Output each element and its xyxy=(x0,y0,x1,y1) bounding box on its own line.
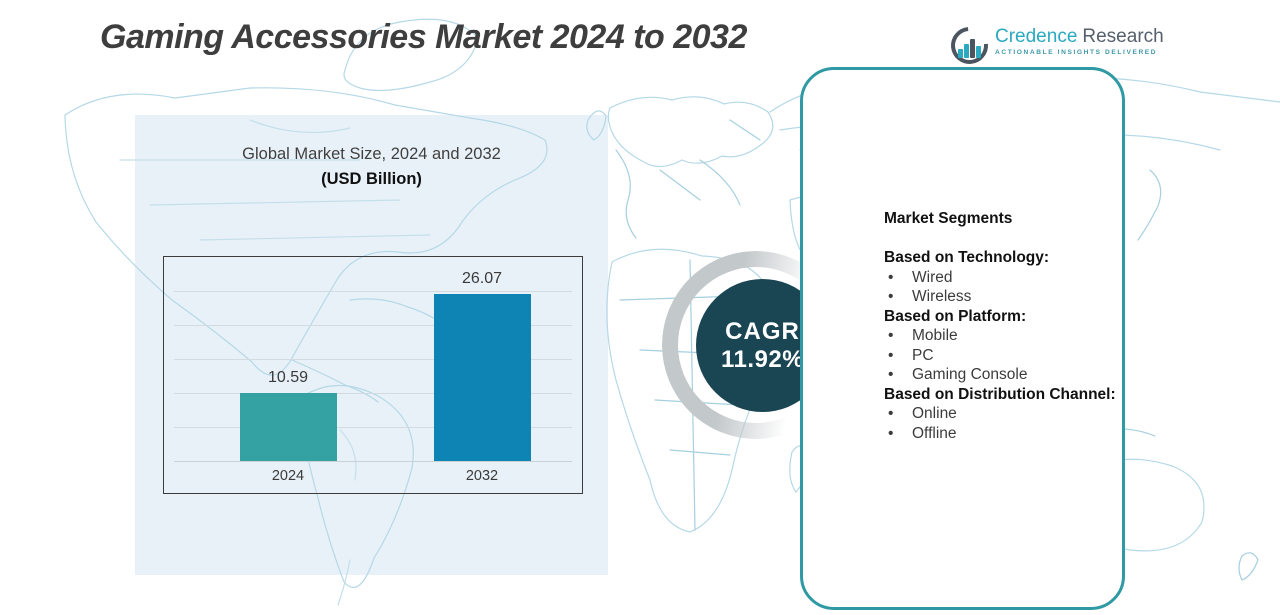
cagr-label: CAGR xyxy=(725,317,800,345)
bullet-icon: • xyxy=(888,327,894,344)
bar-value-label: 26.07 xyxy=(461,270,503,287)
market-segments-panel xyxy=(800,67,1125,610)
chart-subtitle: (USD Billion) xyxy=(321,170,422,188)
bullet-icon: • xyxy=(888,424,894,442)
segment-item-label: PC xyxy=(912,346,934,364)
credence-research-logo: Credence Research ACTIONABLE INSIGHTS DE… xyxy=(943,19,1164,72)
market-segments-content: Market Segments Based on Technology: • Wir… xyxy=(884,209,1124,443)
segment-item: • Gaming Console xyxy=(884,365,1124,385)
bar-2032 xyxy=(433,294,531,461)
page-title: Gaming Accessories Market 2024 to 2032 xyxy=(100,18,747,56)
segment-item: • Wireless xyxy=(884,287,1124,307)
logo-tagline: ACTIONABLE INSIGHTS DELIVERED xyxy=(995,49,1158,56)
bar-chart: 10.59 2024 26.07 2032 xyxy=(163,256,583,494)
chart-title: Global Market Size, 2024 and 2032 xyxy=(242,145,501,163)
segment-item-label: Wireless xyxy=(912,288,972,305)
x-axis-line xyxy=(174,461,572,462)
gridline xyxy=(174,325,572,326)
bullet-icon: • xyxy=(888,405,894,422)
segment-item: • Wired xyxy=(884,268,1124,288)
segment-item-label: Gaming Console xyxy=(912,366,1028,383)
bullet-icon: • xyxy=(888,366,894,383)
gridline xyxy=(174,359,572,360)
logo-brand-primary: Credence xyxy=(995,26,1078,47)
segment-item-label: Mobile xyxy=(912,327,958,344)
segment-group-label: Based on Platform: xyxy=(884,307,1027,325)
segment-item-label: Wired xyxy=(912,268,953,286)
gridline xyxy=(174,393,572,394)
bar-chart-ring-icon xyxy=(943,19,996,72)
segment-group-label: Based on Distribution Channel: xyxy=(884,385,1116,403)
logo-brand-secondary: Research xyxy=(1082,26,1164,47)
segment-item: • Online xyxy=(884,404,1124,424)
segment-group-label: Based on Technology: xyxy=(884,249,1050,266)
bullet-icon: • xyxy=(888,288,894,305)
bar-value-label: 10.59 xyxy=(267,369,309,386)
gridline xyxy=(174,427,572,428)
bullet-icon: • xyxy=(888,346,894,364)
bullet-icon: • xyxy=(888,268,894,286)
bar-category-label: 2024 xyxy=(271,468,305,484)
segment-item: • Offline xyxy=(884,424,1124,444)
segment-item-label: Offline xyxy=(912,424,957,442)
bar-2024 xyxy=(239,393,337,461)
segment-item: • PC xyxy=(884,346,1124,366)
bar-category-label: 2032 xyxy=(465,468,499,484)
segment-item-label: Online xyxy=(912,405,957,422)
cagr-value: 11.92% xyxy=(720,345,805,373)
gridline xyxy=(174,291,572,292)
segments-heading: Market Segments xyxy=(884,210,1013,227)
segment-item: • Mobile xyxy=(884,326,1124,346)
